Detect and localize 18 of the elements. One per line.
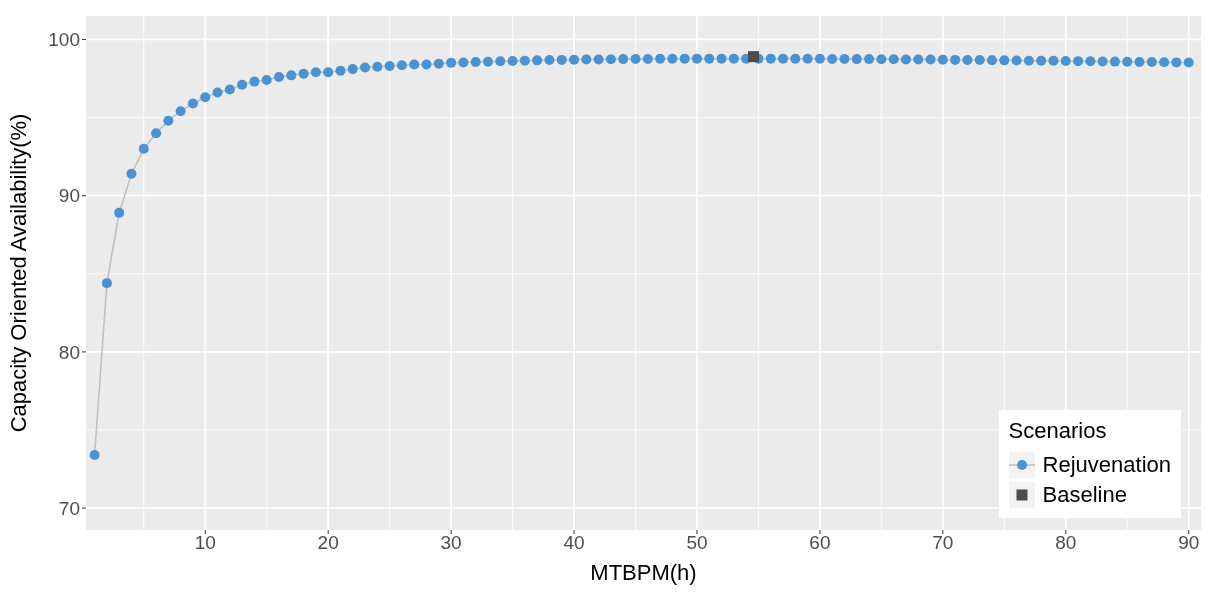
y-tick-label: 80 [58,341,80,363]
y-tick-label: 70 [58,497,80,519]
y-tick-label: 90 [58,185,80,207]
x-tick-label: 10 [194,532,216,554]
x-tick-label: 40 [563,532,585,554]
x-tick-label: 70 [932,532,954,554]
x-tick-label: 60 [809,532,831,554]
legend-label: Baseline [1042,482,1127,508]
x-tick-label: 80 [1055,532,1077,554]
x-axis-title: MTBPM(h) [590,560,697,585]
y-axis-title: Capacity Oriented Availability(%) [5,113,31,433]
x-tick-label: 20 [317,532,339,554]
y-tick-label: 100 [48,29,80,51]
x-tick-label: 50 [686,532,708,554]
x-tick-label: 30 [440,532,462,554]
x-tick-label: 90 [1178,532,1200,554]
legend-title: Scenarios [1008,418,1108,444]
legend-label: Rejuvenation [1042,452,1171,478]
